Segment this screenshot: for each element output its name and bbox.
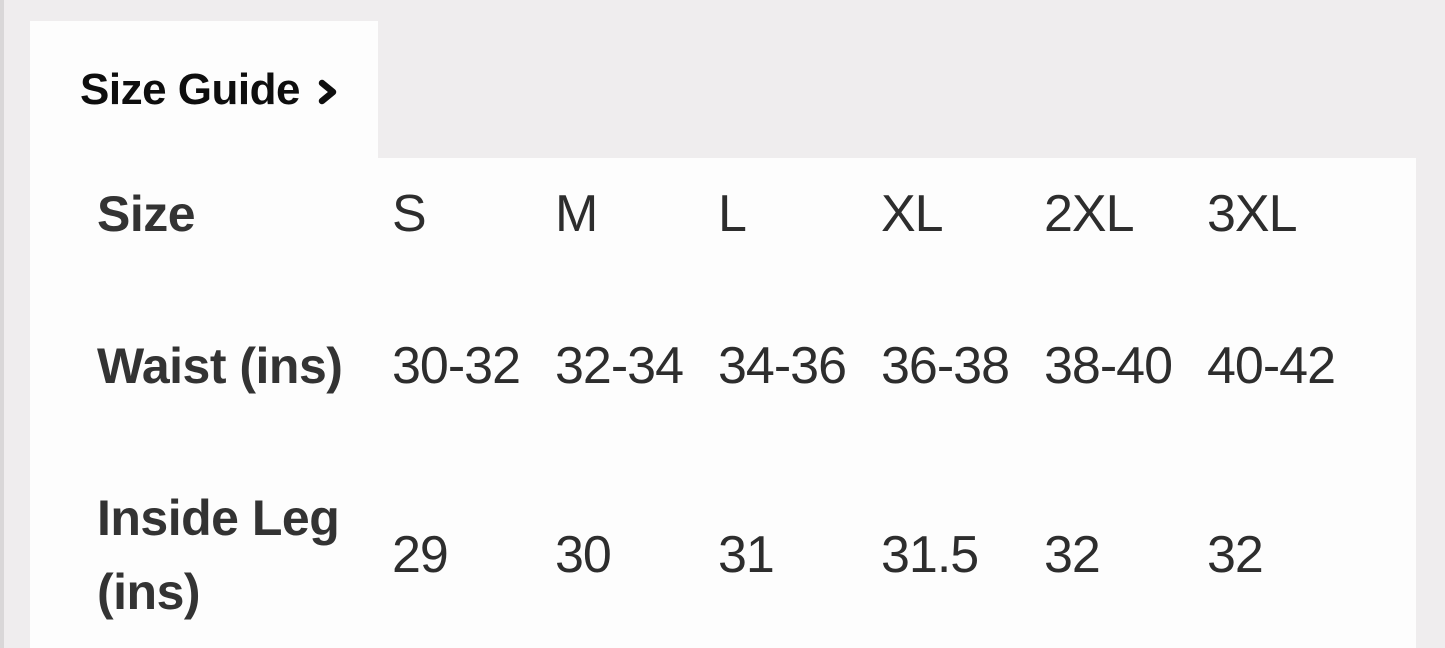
column-header-l: L: [718, 184, 747, 243]
row-header-size: Size: [97, 186, 196, 242]
row-header-inside-leg: Inside Leg (ins): [97, 490, 340, 620]
size-guide-panel: Size Guide: [30, 21, 378, 158]
waist-cell-xl: 36-38: [881, 336, 1010, 395]
column-header-s: S: [392, 184, 427, 243]
column-header-m: M: [555, 184, 598, 243]
size-guide-label: Size Guide: [80, 64, 300, 114]
table-header-row: Size S M L XL 2XL 3XL: [97, 158, 1370, 270]
waist-cell-s: 30-32: [392, 336, 521, 395]
page-edge-divider: [0, 0, 4, 648]
inside-leg-cell-l: 31: [718, 525, 775, 584]
inside-leg-cell-xl: 31.5: [881, 525, 979, 584]
waist-cell-l: 34-36: [718, 336, 847, 395]
column-header-xl: XL: [881, 184, 944, 243]
inside-leg-cell-2xl: 32: [1044, 525, 1101, 584]
inside-leg-cell-s: 29: [392, 525, 449, 584]
inside-leg-cell-3xl: 32: [1207, 525, 1264, 584]
inside-leg-cell-m: 30: [555, 525, 612, 584]
column-header-2xl: 2XL: [1044, 184, 1135, 243]
column-header-3xl: 3XL: [1207, 184, 1298, 243]
size-guide-table-panel: Size S M L XL 2XL 3XL Waist (ins) 30-32 …: [30, 158, 1416, 648]
waist-cell-2xl: 38-40: [1044, 336, 1173, 395]
row-header-waist: Waist (ins): [97, 338, 343, 394]
table-row-inside-leg: Inside Leg (ins) 29 30 31 31.5 32 32: [97, 462, 1370, 648]
waist-cell-m: 32-34: [555, 336, 684, 395]
size-guide-button[interactable]: Size Guide: [80, 65, 338, 115]
waist-cell-3xl: 40-42: [1207, 336, 1336, 395]
table-row-waist: Waist (ins) 30-32 32-34 34-36 36-38 38-4…: [97, 270, 1370, 462]
chevron-right-icon: [316, 78, 338, 106]
size-guide-table: Size S M L XL 2XL 3XL Waist (ins) 30-32 …: [97, 158, 1370, 648]
